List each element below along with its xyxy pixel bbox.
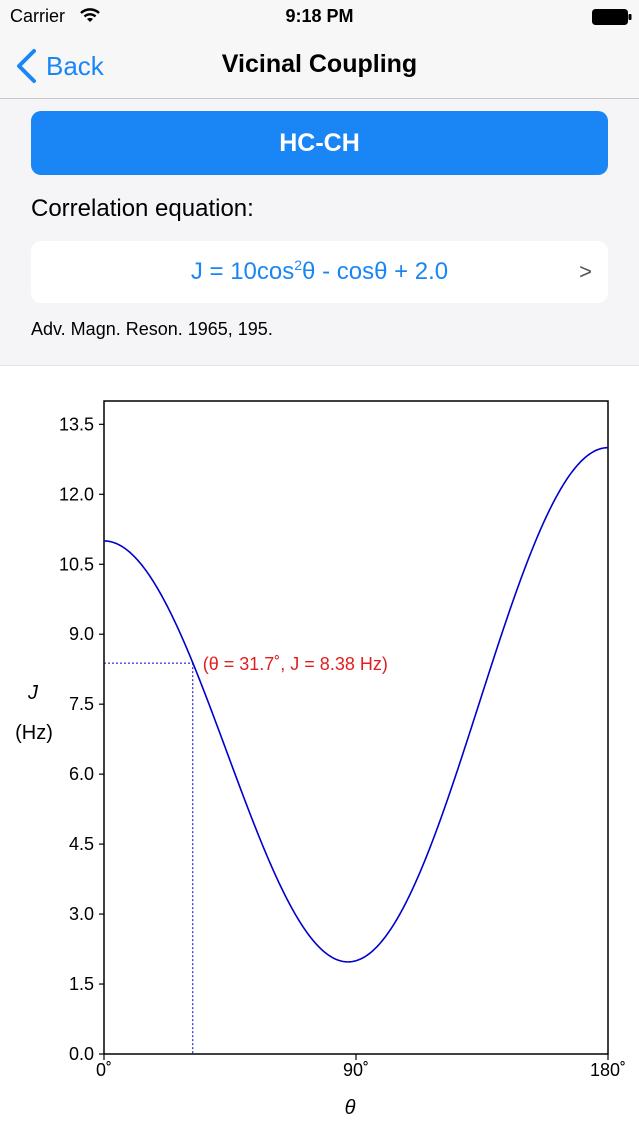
chevron-left-icon (17, 49, 36, 83)
battery-icon (592, 9, 632, 25)
equation-lhs: J = 10cos (190, 258, 295, 285)
y-tick-label: 13.5 (59, 414, 94, 434)
equation-row[interactable]: J = 10cos2θ - cosθ + 2.0 > (31, 241, 608, 303)
y-axis-label: J (27, 682, 39, 704)
y-tick-label: 0.0 (69, 1044, 94, 1064)
marker-label: (θ = 31.7˚, J = 8.38 Hz) (203, 654, 388, 674)
y-tick-label: 7.5 (69, 694, 94, 714)
y-tick-label: 9.0 (69, 624, 94, 644)
correlation-label: Correlation equation: (31, 195, 254, 222)
equation-panel: HC-CH Correlation equation: J = 10cos2θ … (0, 99, 639, 366)
x-axis-label: θ (345, 1097, 356, 1119)
status-time: 9:18 PM (285, 6, 354, 26)
reference-citation: Adv. Magn. Reson. 1965, 195. (31, 319, 273, 339)
carrier-label: Carrier (10, 6, 66, 26)
y-axis-unit: (Hz) (15, 722, 53, 744)
page-title: Vicinal Coupling (221, 50, 418, 78)
disclosure-icon: > (579, 259, 592, 284)
back-button[interactable]: Back (14, 48, 104, 84)
x-tick-label: 0˚ (96, 1060, 112, 1080)
equation-rhs: θ - cosθ + 2.0 (302, 258, 449, 285)
equation-exponent: 2 (294, 257, 303, 273)
equation-text: J = 10cos2θ - cosθ + 2.0 (31, 257, 608, 286)
x-axis-ticks: 0˚ 90˚ 180˚ (96, 1054, 626, 1080)
y-tick-label: 10.5 (59, 554, 94, 574)
status-bar: Carrier 9:18 PM (0, 0, 639, 34)
series-line (103, 446, 609, 963)
y-axis-ticks: 0.0 1.5 3.0 4.5 6.0 7.5 9.0 10.5 12.0 13.5 (59, 414, 104, 1064)
y-tick-label: 3.0 (69, 904, 94, 924)
y-tick-label: 1.5 (69, 974, 94, 994)
wifi-icon (80, 8, 100, 22)
coupling-type-button[interactable]: HC-CH (31, 111, 608, 175)
x-tick-label: 90˚ (343, 1060, 369, 1080)
karplus-chart: 0.0 1.5 3.0 4.5 6.0 7.5 9.0 10.5 12.0 13.5 0˚ 90˚ 1… (15, 400, 626, 1119)
y-tick-label: 6.0 (69, 764, 94, 784)
navigation-bar: Back Vicinal Coupling (0, 34, 639, 99)
y-tick-label: 4.5 (69, 834, 94, 854)
plot-frame (103, 400, 609, 1055)
x-tick-label: 180˚ (590, 1060, 626, 1080)
back-label: Back (46, 50, 104, 81)
y-tick-label: 12.0 (59, 484, 94, 504)
